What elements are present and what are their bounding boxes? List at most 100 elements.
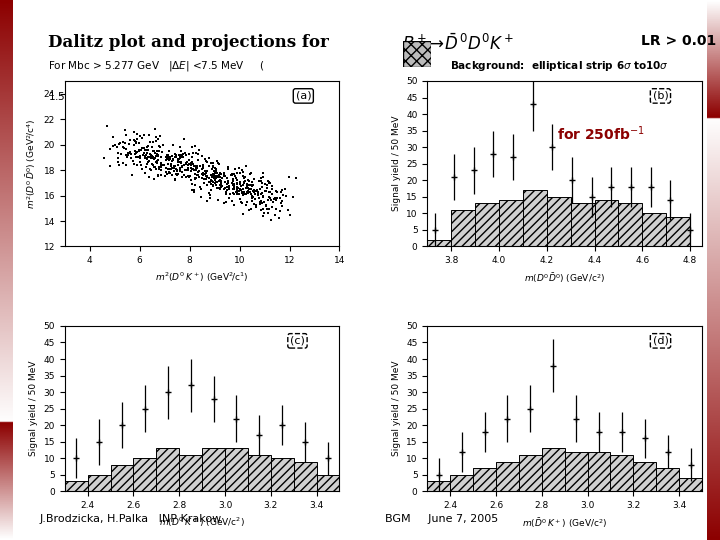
Point (136, 144, 148, 153)
Point (172, 156, 184, 164)
Point (213, 160, 225, 168)
Point (249, 194, 261, 203)
Point (261, 205, 273, 213)
Point (259, 180, 271, 188)
Point (256, 205, 267, 214)
Point (184, 173, 195, 181)
Point (242, 184, 253, 192)
Point (174, 151, 185, 159)
Point (189, 161, 200, 170)
Point (171, 165, 182, 173)
Bar (450, 475, 473, 491)
Point (166, 157, 178, 165)
Point (261, 183, 273, 192)
Point (207, 177, 218, 185)
Point (282, 205, 294, 214)
Point (124, 147, 135, 156)
Point (240, 162, 252, 171)
Point (197, 160, 208, 169)
Point (245, 181, 256, 190)
Point (276, 196, 288, 205)
Point (197, 168, 209, 177)
Point (242, 176, 253, 185)
Point (209, 173, 220, 182)
Point (191, 149, 202, 158)
Point (140, 146, 151, 154)
Point (149, 163, 161, 171)
Point (231, 187, 243, 195)
Point (130, 139, 141, 147)
Point (256, 179, 268, 187)
Point (228, 181, 239, 190)
Bar (546, 197, 571, 246)
Point (246, 197, 258, 205)
Point (113, 157, 125, 166)
Point (123, 149, 135, 158)
Point (153, 165, 165, 173)
Point (219, 171, 230, 180)
Point (164, 165, 176, 173)
Point (115, 149, 127, 158)
Bar (111, 465, 133, 491)
Point (186, 157, 197, 166)
Point (160, 164, 171, 172)
Point (265, 195, 276, 204)
Point (129, 149, 140, 158)
Bar (428, 482, 450, 491)
Point (243, 176, 255, 185)
Point (210, 168, 222, 177)
Point (172, 158, 184, 166)
Point (231, 187, 243, 196)
Point (204, 161, 215, 170)
Point (211, 178, 222, 186)
Bar (317, 475, 339, 491)
Point (207, 163, 219, 172)
Point (107, 142, 118, 151)
Point (141, 154, 153, 163)
Point (124, 140, 135, 149)
Text: for 250fb$^{-1}$: for 250fb$^{-1}$ (557, 124, 644, 143)
Point (214, 171, 225, 180)
Point (211, 169, 222, 178)
Point (197, 163, 209, 171)
Point (264, 193, 276, 202)
Point (171, 166, 183, 174)
Point (150, 158, 162, 166)
Point (169, 150, 181, 158)
Point (217, 170, 229, 178)
Point (237, 191, 248, 199)
Point (202, 172, 213, 180)
Point (177, 153, 189, 161)
Point (153, 141, 165, 150)
Point (270, 195, 282, 204)
Point (196, 151, 207, 160)
Point (122, 151, 134, 159)
Point (148, 147, 160, 156)
Point (231, 183, 243, 191)
Text: J.Brodzicka, H.Palka   INP Krakow: J.Brodzicka, H.Palka INP Krakow (40, 515, 222, 524)
Point (212, 173, 224, 182)
Bar (541, 448, 564, 491)
Point (137, 151, 148, 159)
Point (208, 171, 220, 179)
Point (238, 180, 249, 189)
Point (186, 186, 197, 194)
Point (185, 159, 197, 167)
Point (231, 184, 243, 192)
Point (161, 152, 173, 161)
Point (241, 198, 253, 207)
Point (214, 169, 225, 178)
Point (233, 189, 245, 198)
Point (251, 200, 262, 209)
Point (133, 147, 145, 156)
Point (156, 147, 168, 156)
Point (168, 162, 180, 171)
Point (140, 146, 152, 154)
Point (245, 168, 256, 177)
Point (173, 154, 184, 163)
Point (184, 149, 195, 158)
Point (191, 171, 202, 179)
Point (182, 161, 194, 170)
Point (199, 170, 211, 179)
Point (160, 164, 171, 173)
